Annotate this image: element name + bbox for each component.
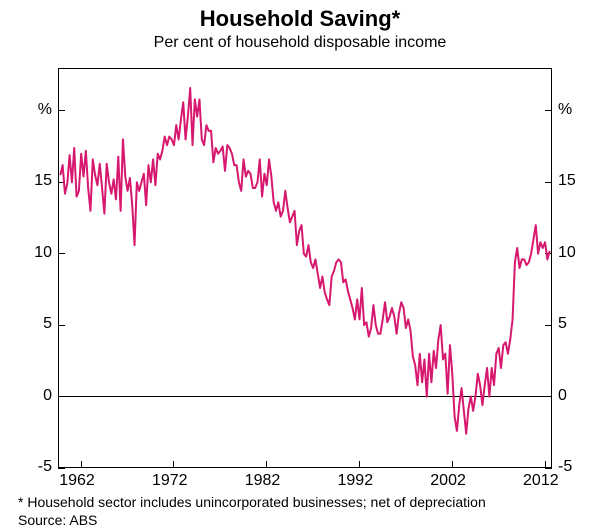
series-svg xyxy=(0,6,600,528)
household-saving-series xyxy=(60,88,549,434)
household-saving-chart: Household Saving* Per cent of household … xyxy=(0,6,600,528)
